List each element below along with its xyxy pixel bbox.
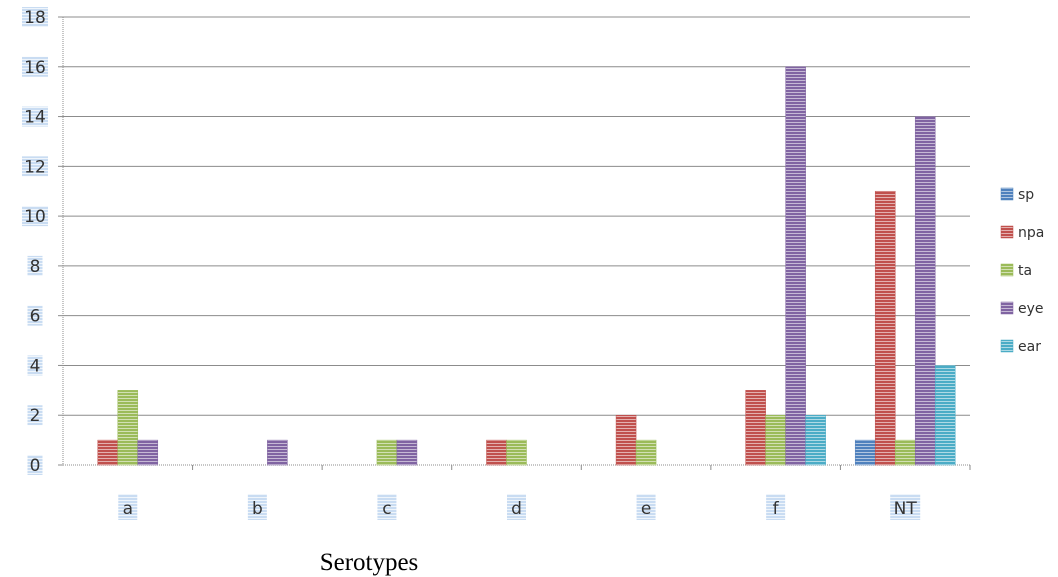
legend-label-npa: npa bbox=[1018, 225, 1044, 241]
category-label-highlight bbox=[247, 494, 267, 520]
category-label: d bbox=[511, 499, 522, 519]
y-tick-label-highlight bbox=[27, 305, 43, 326]
legend-swatch-npa bbox=[1000, 225, 1014, 239]
category-label-highlight bbox=[890, 494, 921, 520]
category-label: c bbox=[382, 499, 391, 519]
bar-ta-e bbox=[635, 439, 657, 466]
y-tick-label-highlight bbox=[27, 455, 43, 475]
y-tick-label: 10 bbox=[24, 207, 46, 227]
y-tick-label-highlight bbox=[27, 255, 43, 276]
y-tick-label-highlight bbox=[22, 7, 48, 27]
legend-label-eye: eye bbox=[1018, 301, 1044, 317]
bar-npa-d bbox=[486, 439, 507, 466]
y-tick-label: 16 bbox=[24, 58, 46, 78]
legend-label-ear: ear bbox=[1018, 339, 1041, 355]
bar-ta-NT bbox=[894, 439, 916, 466]
legend-swatch-sp bbox=[1000, 187, 1014, 201]
category-label-highlight bbox=[507, 494, 526, 520]
y-tick-label-highlight bbox=[22, 156, 48, 177]
category-label-highlight bbox=[766, 494, 786, 520]
y-tick-label-highlight bbox=[22, 106, 48, 127]
y-tick-label-highlight bbox=[27, 355, 43, 376]
legend-label-sp: sp bbox=[1018, 187, 1034, 203]
bar-eye-a bbox=[137, 439, 159, 466]
y-tick-label: 0 bbox=[30, 456, 41, 476]
gridlines bbox=[63, 16, 970, 416]
bar-ta-d bbox=[506, 439, 527, 466]
bar-eye-c bbox=[396, 439, 418, 466]
y-tick-label-highlight bbox=[22, 56, 48, 77]
category-label: f bbox=[773, 499, 780, 519]
bar-npa-NT bbox=[874, 190, 896, 466]
category-label-highlight bbox=[118, 494, 138, 520]
category-label: b bbox=[252, 499, 263, 519]
category-label: a bbox=[123, 499, 133, 519]
category-label-highlight bbox=[636, 494, 656, 520]
bar-eye-NT bbox=[914, 116, 936, 466]
y-tick-label: 2 bbox=[30, 406, 41, 426]
category-label: e bbox=[641, 499, 651, 519]
y-tick-label-highlight bbox=[27, 405, 43, 426]
axes bbox=[58, 16, 971, 470]
y-tick-label: 6 bbox=[30, 307, 41, 327]
legend-swatch-eye bbox=[1000, 301, 1014, 315]
category-label: NT bbox=[894, 499, 918, 519]
bar-eye-f bbox=[785, 66, 806, 466]
bar-ta-f bbox=[765, 414, 786, 466]
tick-labels: 0 2 4 6 8 10 12 14 16 18 a b c d e f NT bbox=[22, 7, 921, 520]
bar-eye-b bbox=[267, 439, 288, 466]
category-label-highlight bbox=[377, 494, 397, 520]
legend: sp npa ta eye ear bbox=[1000, 187, 1044, 355]
bar-npa-f bbox=[745, 390, 766, 466]
x-axis-title: Serotypes bbox=[320, 549, 419, 576]
bar-ta-a bbox=[117, 390, 139, 466]
legend-label-ta: ta bbox=[1018, 263, 1032, 279]
bar-ear-f bbox=[805, 414, 826, 466]
y-tick-label: 14 bbox=[24, 108, 46, 128]
y-tick-label: 4 bbox=[30, 356, 41, 376]
y-tick-label: 18 bbox=[24, 8, 46, 28]
legend-swatch-ta bbox=[1000, 263, 1014, 277]
bar-sp-NT bbox=[854, 439, 876, 466]
bars bbox=[97, 66, 956, 466]
y-tick-label: 8 bbox=[30, 257, 41, 277]
legend-swatch-ear bbox=[1000, 339, 1014, 353]
y-tick-label-highlight bbox=[22, 206, 48, 227]
bar-npa-a bbox=[97, 439, 119, 466]
y-tick-label: 12 bbox=[24, 157, 46, 177]
bar-ta-c bbox=[376, 439, 398, 466]
bar-npa-e bbox=[615, 414, 637, 466]
bar-ear-NT bbox=[934, 365, 956, 466]
